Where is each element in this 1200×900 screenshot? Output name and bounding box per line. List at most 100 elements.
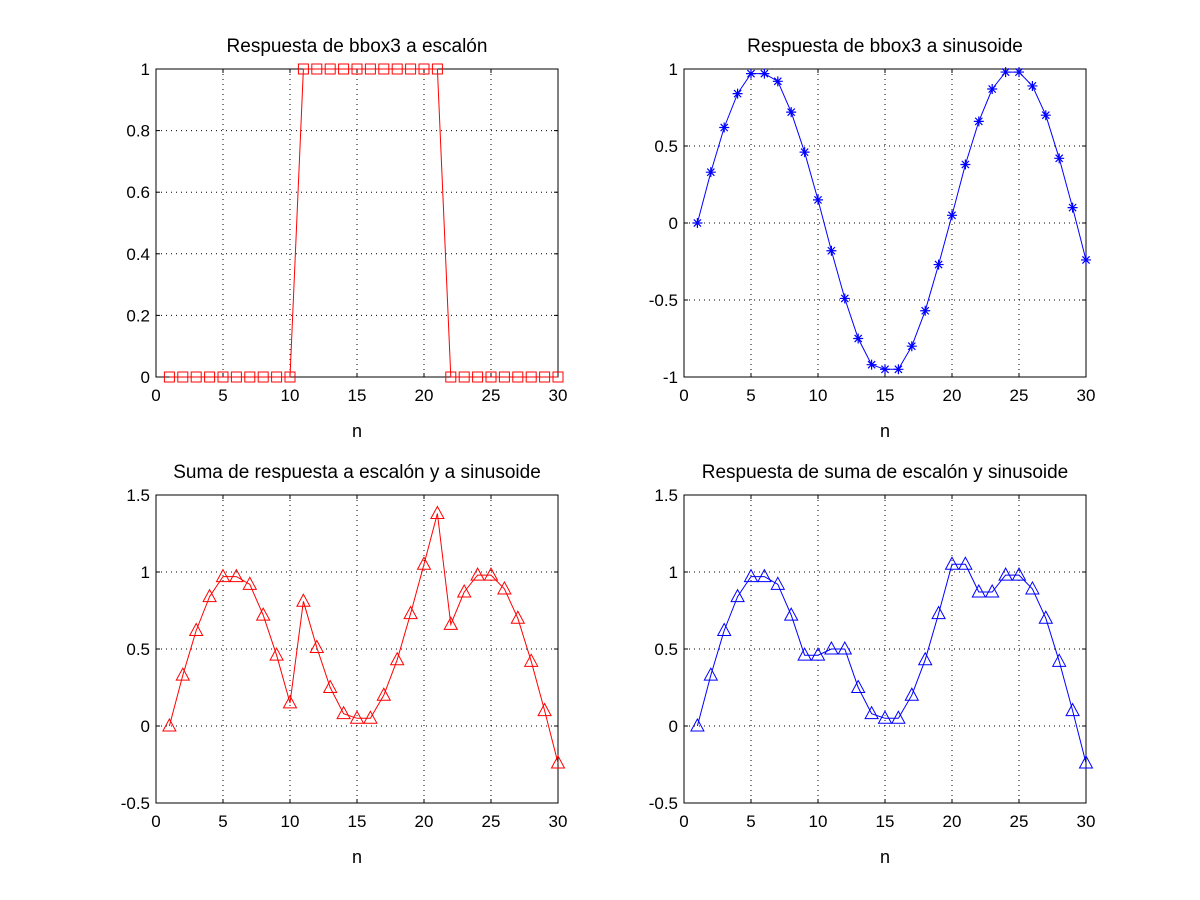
data-point-marker [1081, 254, 1091, 265]
data-point-marker [309, 639, 325, 653]
data-point-marker [772, 76, 783, 87]
data-point-marker [470, 567, 485, 581]
data-point-marker [880, 364, 890, 375]
y-tick-label: 0.5 [126, 640, 150, 659]
x-tick-label: 20 [415, 812, 434, 831]
data-point-marker [485, 371, 497, 383]
plot-title: Respuesta de bbox3 a sinusoide [747, 36, 1023, 57]
data-point-marker [759, 68, 770, 79]
data-point-marker [162, 717, 177, 732]
x-tick-label: 0 [679, 812, 688, 831]
x-tick-label: 25 [482, 812, 501, 831]
x-tick-label: 5 [746, 386, 755, 405]
data-point-marker [690, 717, 705, 732]
data-point-marker [443, 616, 459, 630]
data-point-marker [960, 159, 971, 170]
data-point-marker [297, 63, 309, 75]
data-point-marker [363, 710, 378, 724]
data-point-marker [336, 705, 351, 720]
data-point-marker [351, 63, 363, 75]
data-point-marker [947, 210, 957, 221]
data-point-marker [866, 359, 877, 370]
x-tick-label: 5 [746, 812, 755, 831]
y-tick-label: 0.8 [126, 122, 150, 141]
data-point-marker [163, 371, 175, 383]
x-tick-label: 20 [943, 812, 962, 831]
data-point-marker [364, 63, 376, 75]
x-tick-label: 15 [348, 812, 367, 831]
y-tick-label: 0 [669, 717, 678, 736]
x-tick-label: 20 [415, 386, 434, 405]
data-point-marker [539, 371, 551, 383]
x-axis-label: n [880, 847, 890, 867]
x-tick-label: 25 [1010, 386, 1029, 405]
data-point-marker [215, 568, 231, 583]
data-point-marker [864, 705, 879, 720]
x-tick-label: 0 [679, 386, 688, 405]
data-point-marker [1040, 110, 1051, 121]
data-point-marker [525, 371, 537, 383]
data-point-marker [338, 63, 350, 75]
data-point-marker [891, 710, 906, 724]
x-tick-label: 30 [1077, 386, 1096, 405]
data-point-marker [933, 259, 944, 270]
data-point-marker [257, 371, 269, 383]
x-tick-label: 20 [943, 386, 962, 405]
data-point-marker [431, 63, 443, 75]
data-point-marker [732, 88, 743, 99]
x-tick-label: 30 [549, 812, 568, 831]
x-tick-label: 15 [876, 386, 895, 405]
data-point-marker [973, 116, 984, 127]
data-point-marker [987, 84, 998, 95]
data-point-marker [730, 588, 745, 603]
data-point-marker [177, 371, 189, 383]
x-tick-label: 10 [809, 812, 828, 831]
y-tick-label: 0 [141, 368, 150, 387]
data-point-marker [322, 679, 338, 693]
data-point-marker [1054, 153, 1065, 164]
data-point-marker [498, 371, 510, 383]
data-point-marker [770, 576, 786, 590]
data-point-marker [389, 651, 405, 666]
data-point-marker [810, 647, 826, 661]
data-point-marker [324, 63, 336, 75]
data-point-marker [917, 651, 933, 666]
data-point-marker [1011, 567, 1027, 581]
data-point-marker [931, 605, 946, 620]
series-line [169, 68, 558, 378]
x-tick-label: 10 [281, 812, 300, 831]
data-point-marker [204, 371, 216, 383]
data-point-marker [893, 364, 904, 375]
x-tick-label: 15 [348, 386, 367, 405]
data-point-marker [472, 371, 484, 383]
data-point-marker [719, 122, 730, 133]
y-tick-label: 1.5 [654, 486, 678, 505]
data-point-marker [1067, 202, 1078, 213]
y-tick-label: 1.5 [126, 486, 150, 505]
y-tick-label: 0 [141, 717, 150, 736]
data-point-marker [958, 556, 973, 570]
data-point-marker [984, 583, 1000, 598]
data-point-marker [1014, 67, 1024, 78]
y-tick-label: -0.5 [121, 794, 150, 813]
data-point-marker [269, 647, 284, 661]
data-point-marker [743, 568, 759, 583]
y-tick-label: -0.5 [649, 794, 678, 813]
data-point-marker [416, 556, 432, 570]
data-point-marker [839, 293, 850, 304]
data-point-marker [271, 371, 283, 383]
data-point-marker [190, 371, 202, 383]
data-point-marker [1000, 67, 1011, 78]
data-point-marker [242, 576, 258, 590]
data-point-marker [904, 687, 920, 701]
data-point-marker [877, 710, 893, 724]
data-point-marker [692, 218, 703, 228]
data-point-marker [853, 333, 864, 344]
x-axis-label: n [352, 847, 362, 867]
x-tick-label: 30 [549, 386, 568, 405]
data-point-marker [797, 647, 812, 661]
data-point-marker [703, 667, 719, 681]
y-tick-label: -0.5 [649, 291, 678, 310]
